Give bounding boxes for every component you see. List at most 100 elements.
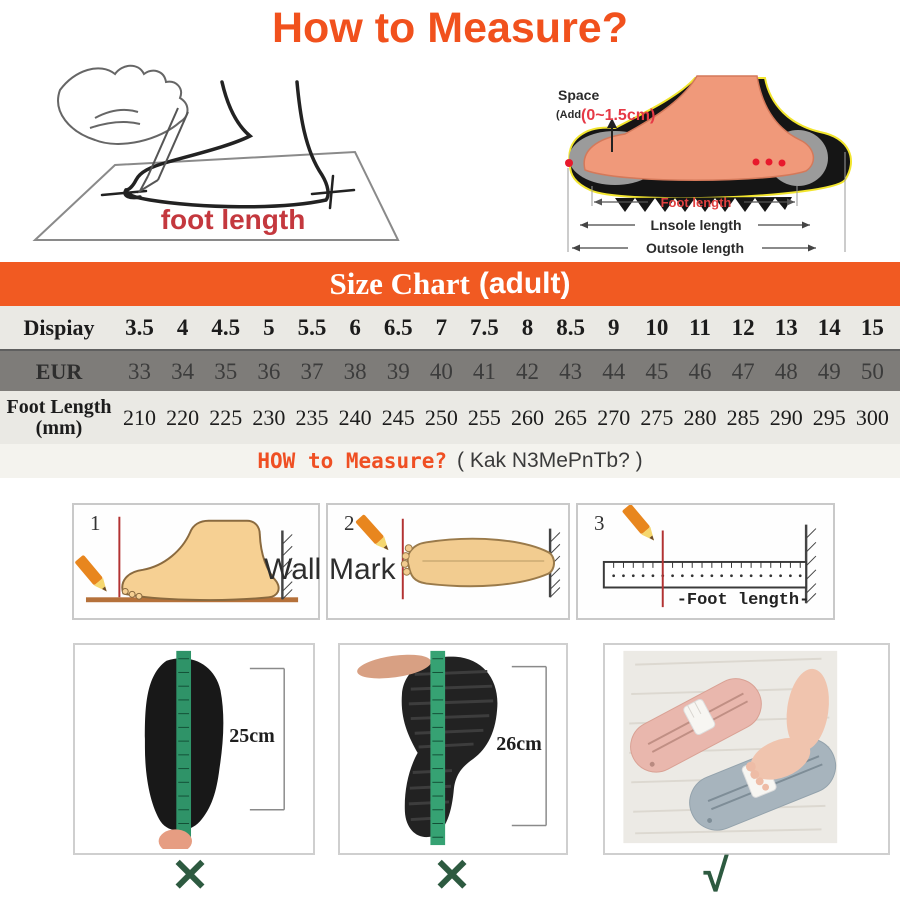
foot-length-ruler-label: -Foot length- xyxy=(676,591,810,610)
size-cell: 260 xyxy=(511,404,545,430)
trace-foot-illustration xyxy=(32,64,400,241)
example-panel-insole: 25cm xyxy=(73,643,315,855)
page-title: How to Measure? xyxy=(272,4,628,52)
step-number: 1 xyxy=(90,511,101,535)
insole-photo-illustration xyxy=(144,650,285,849)
size-cell: 39 xyxy=(386,359,410,384)
size-cell: 6 xyxy=(349,314,361,340)
size-cell: 13 xyxy=(774,314,798,340)
example-panel-measuring-device xyxy=(603,643,890,855)
foot-length-caption: foot length xyxy=(160,204,306,235)
dim-outsole-length: Outsole length xyxy=(572,240,816,256)
measurement-value: 25cm xyxy=(229,725,275,747)
measure-point-dots xyxy=(565,158,786,167)
pencil-icon xyxy=(75,555,107,592)
size-cell: 47 xyxy=(731,359,755,384)
measuring-tape xyxy=(176,650,192,844)
size-cell: 4.5 xyxy=(211,314,241,340)
ruler-ticks xyxy=(613,561,801,568)
row-values-eur: 33 34 35 36 37 38 39 40 41 42 43 44 45 46 47 48 49 50 xyxy=(118,359,900,385)
dim-insole-length: Lnsole length xyxy=(580,217,810,233)
mark-label: Mark xyxy=(329,553,396,586)
size-cell: 33 xyxy=(128,359,152,384)
measuring-tape xyxy=(430,650,446,846)
size-cell: 300 xyxy=(855,404,889,430)
size-cell: 15 xyxy=(860,314,884,340)
size-cell: 240 xyxy=(338,404,372,430)
hand-with-pen-sketch xyxy=(57,64,189,194)
step-number: 2 xyxy=(344,511,355,535)
size-cell: 10 xyxy=(645,314,669,340)
size-cell: 48 xyxy=(774,359,798,384)
dim-insole-label: Lnsole length xyxy=(651,217,742,233)
size-cell: 280 xyxy=(683,404,717,430)
size-cell: 4 xyxy=(176,314,189,340)
baby-foot xyxy=(745,668,829,791)
size-cell: 295 xyxy=(812,404,846,430)
size-cell: 11 xyxy=(689,314,711,340)
step-panel-1: 1 xyxy=(72,503,320,620)
foot-top-view xyxy=(406,537,555,588)
size-cell: 14 xyxy=(817,314,841,340)
size-cell: 235 xyxy=(295,404,329,430)
size-row-foot-length: Foot Length (mm) 210 220 225 230 235 240 245 25… xyxy=(0,391,900,444)
size-cell: 40 xyxy=(429,359,453,384)
size-cell: 37 xyxy=(300,359,324,384)
size-cell: 5.5 xyxy=(297,314,327,340)
fingertip xyxy=(357,654,432,679)
size-cell: 275 xyxy=(640,404,674,430)
size-chart-title: Size Chart xyxy=(329,266,470,301)
foot-measurer-pink xyxy=(630,678,762,773)
size-cell: 8 xyxy=(521,314,534,340)
outsole-photo-illustration xyxy=(357,650,547,846)
toes xyxy=(121,587,143,600)
size-cell: 255 xyxy=(467,404,501,430)
measurement-value: 26cm xyxy=(496,733,542,755)
size-cell: 9 xyxy=(608,314,620,340)
size-cell: 46 xyxy=(688,359,712,384)
step-panel-3: 3 xyxy=(576,503,835,620)
size-cell: 50 xyxy=(860,359,884,384)
size-cell: 290 xyxy=(769,404,803,430)
size-cell: 35 xyxy=(214,359,238,384)
dimension-bracket xyxy=(249,667,285,811)
size-cell: 210 xyxy=(123,404,157,430)
ruler xyxy=(602,560,808,589)
size-cell: 265 xyxy=(554,404,588,430)
dim-foot-label: Foot length xyxy=(661,195,732,210)
foot-side xyxy=(121,519,280,602)
wrong-mark: ✕ xyxy=(432,849,472,900)
size-cell: 7 xyxy=(435,314,448,340)
pencil-icon xyxy=(622,505,655,541)
space-label: Space xyxy=(558,87,599,103)
tape-ticks xyxy=(432,658,444,838)
row-values-display: 3.5 4 4.5 5 5.5 6 6.5 7 7.5 8 8.5 9 10 11 12 13 14 15 xyxy=(118,315,900,341)
size-cell: 45 xyxy=(645,359,669,384)
size-cell: 285 xyxy=(726,404,760,430)
toes xyxy=(400,544,413,576)
dimension-guides xyxy=(567,152,846,252)
space-add-value: (0~1.5cm) xyxy=(581,107,655,124)
size-cell: 43 xyxy=(559,359,583,384)
size-cell: 44 xyxy=(602,359,626,384)
row-values-foot-length: 210 220 225 230 235 240 245 250 255 260 265 270 275 2… xyxy=(118,405,900,431)
size-cell: 230 xyxy=(252,404,286,430)
row-label-display: Dispiay xyxy=(23,314,95,340)
correct-mark: √ xyxy=(703,849,729,900)
size-row-display: Dispiay 3.5 4 4.5 5 5.5 6 6.5 7 7.5 8 8.5 9 10 11 12 13… xyxy=(0,306,900,349)
device-photo-illustration xyxy=(623,650,838,844)
dim-outsole-label: Outsole length xyxy=(646,240,744,256)
outsole-silhouette xyxy=(401,656,498,838)
size-cell: 49 xyxy=(817,359,841,384)
size-cell: 8.5 xyxy=(556,314,586,340)
size-chart-subtitle: (adult) xyxy=(478,267,571,300)
size-cell: 36 xyxy=(257,359,281,384)
paper-sheet xyxy=(32,150,400,241)
wrong-mark: ✕ xyxy=(170,849,210,900)
wall-hatch xyxy=(281,530,293,600)
size-cell: 3.5 xyxy=(125,314,154,340)
step-panel-2: 2 xyxy=(326,503,570,620)
size-cell: 34 xyxy=(171,359,195,384)
size-cell: 250 xyxy=(424,404,458,430)
